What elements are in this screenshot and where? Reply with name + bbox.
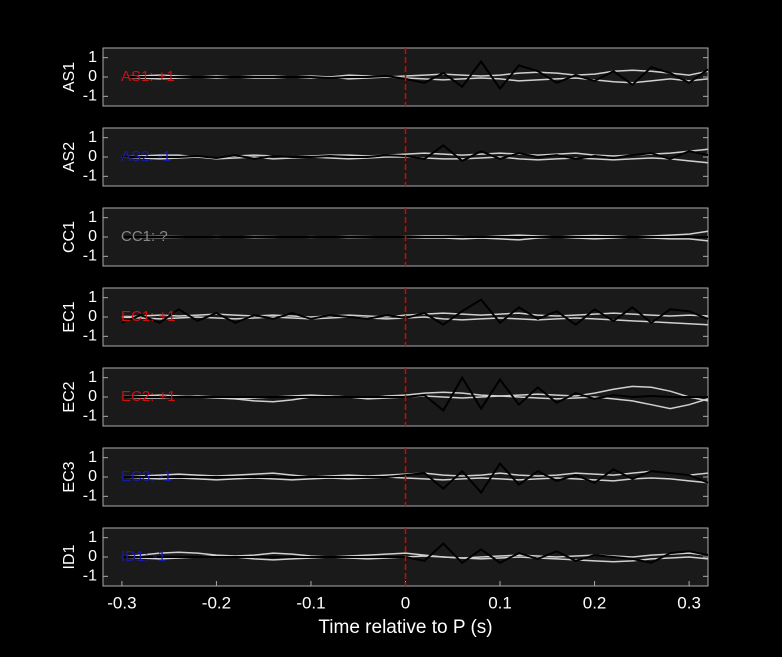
x-tick-label: 0.3: [677, 593, 701, 612]
x-tick-label: -0.1: [296, 593, 325, 612]
y-axis-label: ID1: [61, 544, 78, 569]
trace: [121, 144, 709, 163]
y-tick-label: 0: [88, 548, 97, 565]
annotation: CC1: ?: [121, 228, 168, 245]
trace: [121, 385, 709, 402]
y-tick-label: 1: [88, 49, 97, 66]
y-tick-label: 1: [88, 369, 97, 386]
trace: [121, 59, 709, 91]
y-axis-label: EC1: [61, 301, 78, 332]
y-tick-label: 0: [88, 68, 97, 85]
panel: -1 0 1 EC2 EC2: +1: [61, 367, 709, 427]
annotation: EC1: +1: [121, 308, 176, 325]
y-axis-label: EC2: [61, 381, 78, 412]
y-tick-label: -1: [83, 248, 97, 265]
y-axis-label: AS2: [61, 142, 78, 172]
y-tick-label: -1: [83, 328, 97, 345]
y-tick-label: 1: [88, 129, 97, 146]
annotation: AS1: +1: [121, 68, 175, 85]
y-tick-label: 1: [88, 529, 97, 546]
panel: -1 0 1 CC1 CC1: ?: [61, 207, 709, 267]
x-tick-label: -0.2: [202, 593, 231, 612]
y-tick-label: -1: [83, 568, 97, 585]
annotation: EC2: +1: [121, 388, 176, 405]
panel: -1 0 1 EC1 EC1: +1: [61, 287, 709, 347]
y-tick-label: -1: [83, 168, 97, 185]
x-tick-label: -0.3: [107, 593, 136, 612]
annotation: ID1: -1: [121, 548, 166, 565]
x-tick-label: 0: [401, 593, 410, 612]
y-tick-label: 1: [88, 209, 97, 226]
y-tick-label: 0: [88, 388, 97, 405]
panel: -1 0 1 AS1 AS1: +1: [61, 47, 709, 107]
y-axis-label: AS1: [61, 62, 78, 92]
panel: -1 0 1 EC3 EC3: -1: [61, 447, 709, 507]
y-tick-label: 0: [88, 468, 97, 485]
y-axis-label: CC1: [61, 221, 78, 253]
trace: [121, 476, 709, 484]
panel: -1 0 1 ID1 -0.3 -0.2 -0.1 0 0.1 0.2 0.3 Time relati…: [61, 527, 709, 638]
y-tick-label: 0: [88, 228, 97, 245]
y-axis-label: EC3: [61, 461, 78, 492]
trace: [121, 375, 708, 413]
y-tick-label: -1: [83, 488, 97, 505]
trace: [121, 298, 709, 326]
y-tick-label: 0: [88, 308, 97, 325]
x-tick-label: 0.2: [583, 593, 607, 612]
annotation: EC3: -1: [121, 468, 172, 485]
y-tick-label: 1: [88, 289, 97, 306]
x-axis-label: Time relative to P (s): [318, 617, 492, 638]
y-tick-label: -1: [83, 408, 97, 425]
annotation: AS2: -1: [121, 148, 171, 165]
panel: -1 0 1 AS2 AS2: -1: [61, 127, 709, 187]
trace: [121, 542, 709, 565]
x-tick-label: 0.1: [488, 593, 512, 612]
y-tick-label: 1: [88, 449, 97, 466]
y-tick-label: -1: [83, 88, 97, 105]
trace: [121, 461, 709, 495]
y-tick-label: 0: [88, 148, 97, 165]
